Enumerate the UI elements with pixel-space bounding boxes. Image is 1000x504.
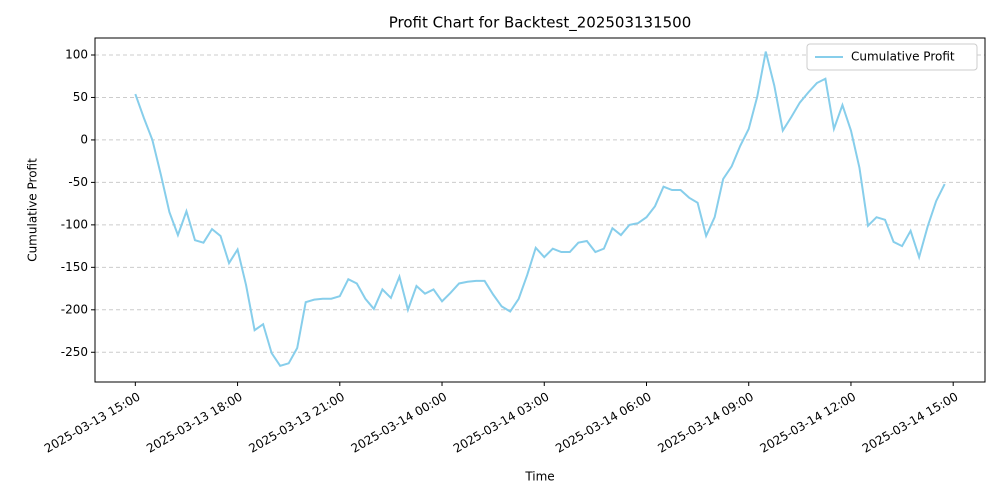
x-tick-label: 2025-03-14 06:00 bbox=[553, 390, 654, 456]
y-tick-label: -50 bbox=[68, 175, 88, 189]
data-line bbox=[134, 51, 946, 368]
y-tick-label: -100 bbox=[61, 217, 88, 231]
plot-frame bbox=[94, 37, 986, 383]
chart-title: Profit Chart for Backtest_202503131500 bbox=[389, 14, 692, 33]
x-tick-label: 2025-03-14 00:00 bbox=[349, 390, 450, 456]
legend-box bbox=[806, 43, 978, 71]
y-tick-label: 50 bbox=[73, 90, 88, 104]
y-tick-label: 100 bbox=[65, 47, 88, 61]
x-tick-label: 2025-03-13 18:00 bbox=[144, 390, 245, 456]
y-axis-label: Cumulative Profit bbox=[26, 158, 40, 262]
x-tick-label: 2025-03-14 03:00 bbox=[451, 390, 552, 456]
y-tick-label: -250 bbox=[61, 345, 88, 359]
x-tick-label: 2025-03-14 15:00 bbox=[860, 390, 961, 456]
x-tick-label: 2025-03-13 21:00 bbox=[246, 390, 347, 456]
y-tick-label: 0 bbox=[80, 132, 88, 146]
x-tick-label: 2025-03-14 09:00 bbox=[655, 390, 756, 456]
x-axis-label: Time bbox=[524, 470, 554, 484]
x-tick-label: 2025-03-14 12:00 bbox=[758, 390, 859, 456]
y-tick-label: -200 bbox=[61, 302, 88, 316]
legend-label: Cumulative Profit bbox=[851, 50, 955, 64]
x-tick-label: 2025-03-13 15:00 bbox=[42, 390, 143, 456]
y-tick-label: -150 bbox=[61, 260, 88, 274]
